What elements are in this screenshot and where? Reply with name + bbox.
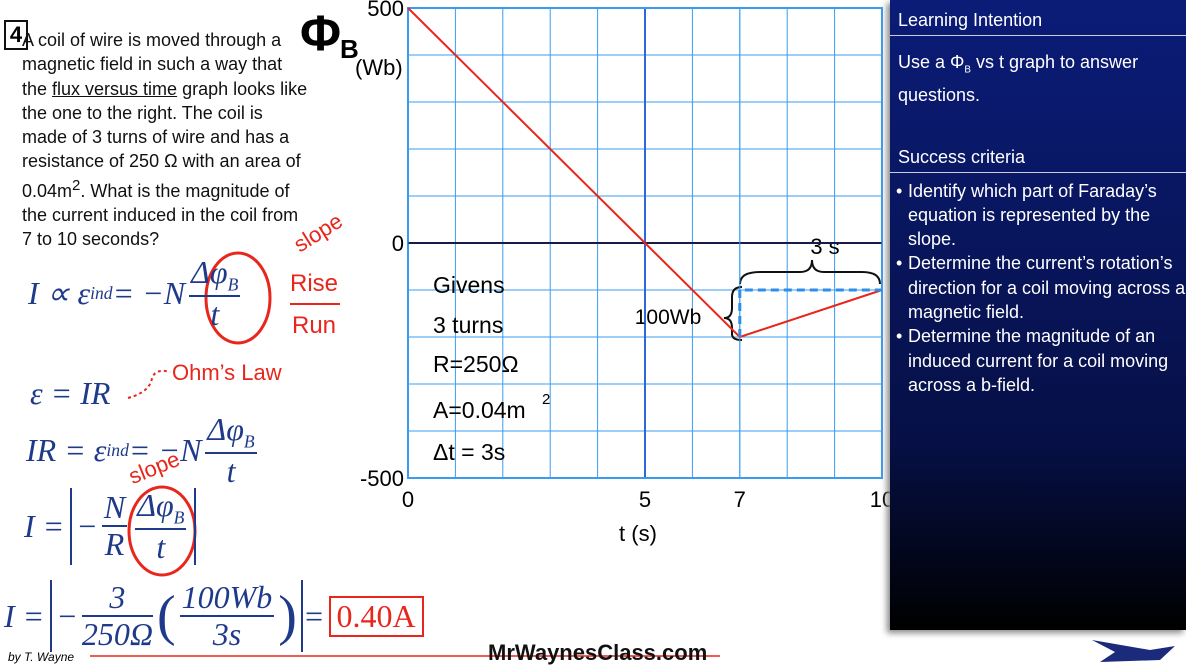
eq-sub: B: [227, 274, 239, 295]
question: A coil of wire is moved through a magnet…: [22, 28, 312, 252]
eq-text: R: [104, 526, 125, 563]
eq-text: t: [210, 295, 220, 332]
text: graph looks like the one to the right. T…: [22, 78, 308, 201]
text: 2: [72, 176, 81, 194]
text: B: [964, 64, 971, 76]
eq-text: IR = ε: [26, 431, 107, 468]
eq-text: ε = IR: [30, 375, 111, 411]
eq-text: 3s: [212, 616, 242, 653]
paren: (: [156, 585, 176, 648]
numerator: ΔφB: [135, 487, 187, 530]
eq-text: = −N: [128, 431, 202, 468]
eq-text: N: [101, 490, 128, 528]
y-axis-unit: (Wb): [355, 55, 403, 80]
eq-text: t: [226, 452, 236, 489]
side-panel: Learning Intention Use a ΦB vs t graph t…: [890, 0, 1186, 630]
y-axis-label: Φ: [300, 5, 341, 61]
given: Δt = 3s: [433, 439, 505, 465]
y-tick-label: -500: [360, 466, 404, 491]
criterion: Determine the current’s rotation’s direc…: [908, 251, 1186, 324]
fraction: ΔφB t: [205, 411, 257, 489]
eq-sub: ind: [106, 439, 129, 460]
paren: ): [278, 585, 297, 648]
eq-text: I =: [4, 597, 45, 634]
text: Use a Φ: [898, 52, 965, 72]
text: vs t graph to answer questions.: [898, 52, 1139, 105]
y-tick-label: 500: [367, 0, 404, 21]
criterion: Identify which part of Faraday’s equatio…: [908, 179, 1186, 252]
eq-text: −: [76, 507, 98, 544]
brace: [723, 286, 743, 341]
fraction: 100Wb 3s: [179, 579, 275, 653]
numerator: ΔφB: [205, 411, 257, 454]
eq-text: 100Wb: [179, 579, 275, 618]
x-tick-label: 7: [734, 487, 746, 512]
brace-label: 3 s: [810, 234, 839, 259]
fraction: 3 250Ω: [81, 579, 153, 653]
equation: IR = ε ind = −N ΔφB t: [26, 411, 261, 489]
eq-text: I =: [24, 507, 65, 544]
panel-heading: Learning Intention: [890, 0, 1186, 36]
equation: I = − 3 250Ω (100Wb 3s) = 0.40A: [4, 579, 424, 653]
text: A coil of wire is moved through a magnet…: [22, 30, 283, 99]
fraction: ΔφB t: [135, 487, 187, 565]
eq-sub: B: [243, 431, 255, 452]
eq-sub: ind: [90, 282, 113, 303]
eq-text: I ∝ ε: [28, 275, 91, 312]
y-tick-label: 0: [392, 231, 404, 256]
criteria: Identify which part of Faraday’s equatio…: [890, 179, 1186, 398]
answer: 0.40A: [328, 595, 424, 637]
equation: ε = IR: [30, 375, 110, 412]
eq-text: Δφ: [137, 487, 174, 523]
series-line: [407, 7, 883, 339]
given: R=250Ω: [433, 351, 519, 377]
intention: Use a ΦB vs t graph to answer questions.: [898, 50, 1178, 107]
given-sup: 2: [542, 391, 550, 408]
question-number: 4: [4, 20, 28, 50]
eq-text: 3: [81, 579, 153, 618]
brace: [739, 259, 881, 285]
eq-text: = −N: [112, 274, 186, 311]
connector: [127, 369, 171, 399]
eq-text: Δφ: [207, 411, 244, 447]
y-axis-label-sub: B: [340, 34, 359, 64]
author: by T. Wayne: [8, 650, 75, 664]
fraction: ΔφB t: [189, 254, 241, 332]
annotation: Ohm’s Law: [172, 360, 282, 385]
annotation: Rise: [290, 270, 339, 297]
text: . What is the magnitude of the current i…: [22, 180, 299, 250]
annotation: Run: [292, 312, 337, 339]
x-tick-label: 5: [639, 487, 651, 512]
site: MrWaynesClass.com: [488, 640, 708, 665]
x-tick-label: 0: [402, 487, 414, 512]
eq-text: t: [156, 528, 166, 565]
text: flux versus time: [52, 78, 178, 99]
eq-sub: B: [173, 507, 185, 528]
series-line: [738, 288, 882, 337]
x-axis-label: t (s): [619, 521, 657, 546]
logo: [1092, 640, 1175, 662]
eq-text: Δφ: [191, 254, 228, 290]
given: Givens: [433, 272, 505, 298]
eq-text: 250Ω: [81, 616, 153, 653]
panel-heading: Success criteria: [890, 137, 1186, 173]
equation: I ∝ ε ind = −N ΔφB t: [28, 254, 244, 332]
given: 3 turns: [433, 312, 503, 338]
criterion: Determine the magnitude of an induced cu…: [908, 324, 1186, 397]
highlight: [204, 251, 272, 345]
eq-text: =: [302, 597, 325, 634]
eq-text: −: [56, 597, 78, 634]
numerator: ΔφB: [189, 254, 241, 297]
rise-label: 100Wb: [635, 306, 702, 329]
given: A=0.04m: [433, 397, 526, 423]
absolute-value: − 3 250Ω (100Wb 3s): [50, 579, 303, 653]
